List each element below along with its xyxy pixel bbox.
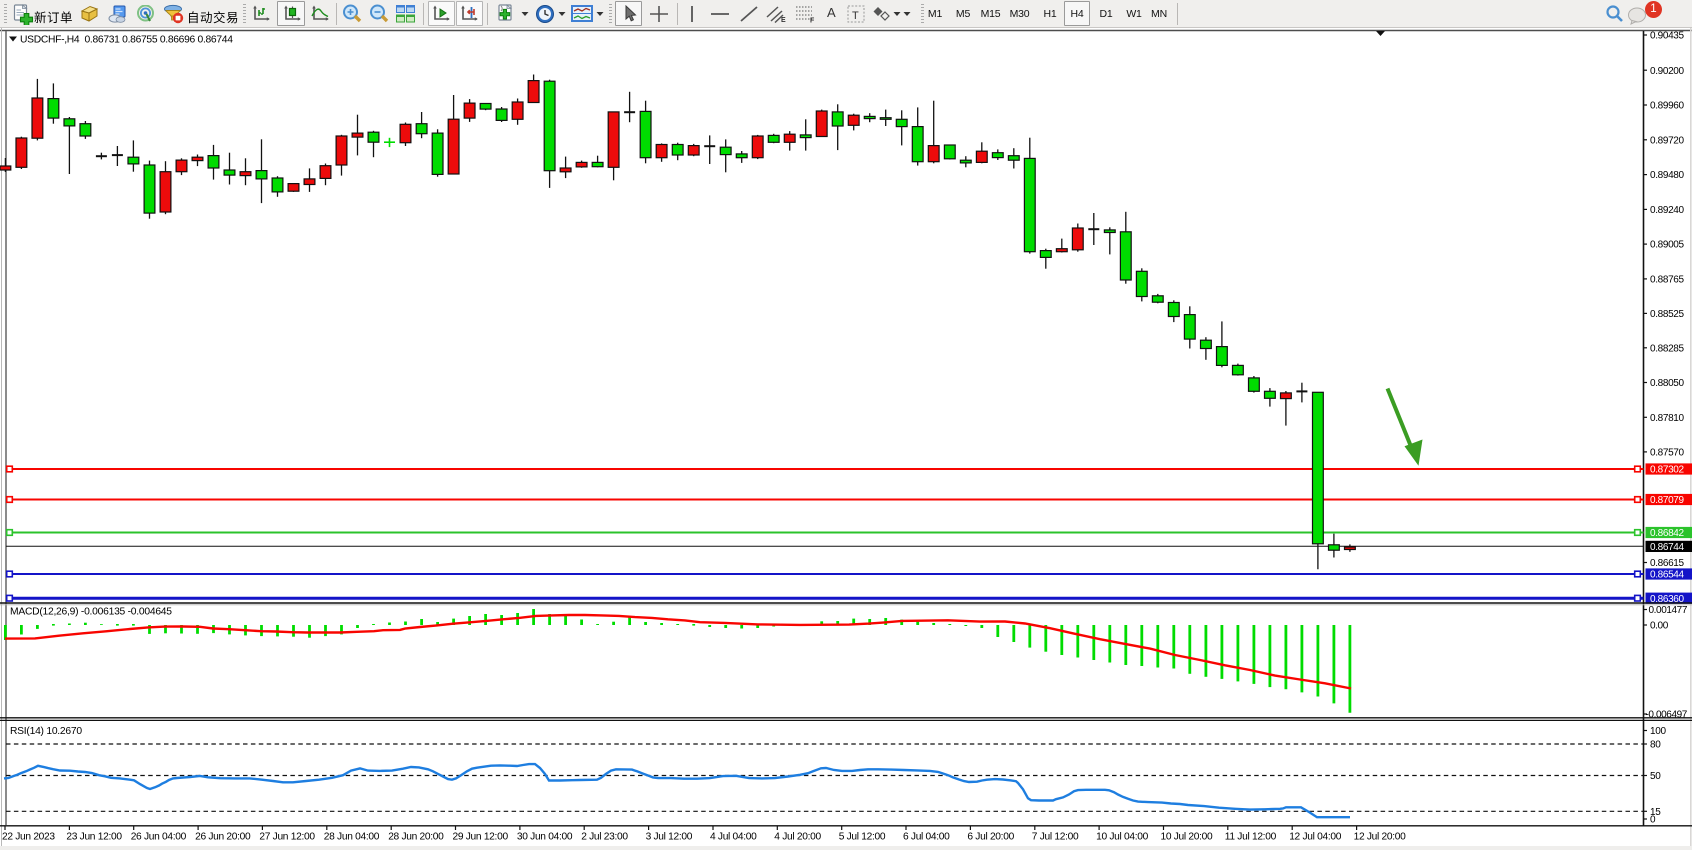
svg-text:0.88285: 0.88285 bbox=[1650, 343, 1684, 354]
svg-text:12 Jul 04:00: 12 Jul 04:00 bbox=[1289, 832, 1342, 843]
svg-text:0.86744: 0.86744 bbox=[1650, 542, 1684, 553]
svg-text:0.87079: 0.87079 bbox=[1650, 495, 1684, 506]
svg-text:2 Jul 23:00: 2 Jul 23:00 bbox=[581, 832, 628, 843]
svg-text:F: F bbox=[810, 18, 815, 24]
svg-text:28 Jun 04:00: 28 Jun 04:00 bbox=[324, 832, 380, 843]
svg-text:MACD(12,26,9) -0.006135 -0.004: MACD(12,26,9) -0.006135 -0.004645 bbox=[10, 607, 172, 618]
svg-text:0.89480: 0.89480 bbox=[1650, 170, 1684, 181]
svg-text:23 Jun 12:00: 23 Jun 12:00 bbox=[66, 832, 122, 843]
svg-text:5 Jul 12:00: 5 Jul 12:00 bbox=[839, 832, 886, 843]
svg-text:4 Jul 20:00: 4 Jul 20:00 bbox=[774, 832, 821, 843]
svg-text:0.86842: 0.86842 bbox=[1650, 528, 1684, 539]
svg-text:0.00: 0.00 bbox=[1650, 621, 1669, 632]
svg-text:0.86544: 0.86544 bbox=[1650, 570, 1684, 581]
svg-text:3 Jul 12:00: 3 Jul 12:00 bbox=[646, 832, 693, 843]
svg-text:100: 100 bbox=[1650, 726, 1667, 737]
svg-text:50: 50 bbox=[1650, 771, 1661, 782]
svg-text:6 Jul 04:00: 6 Jul 04:00 bbox=[903, 832, 950, 843]
svg-text:27 Jun 12:00: 27 Jun 12:00 bbox=[259, 832, 315, 843]
svg-text:0.87302: 0.87302 bbox=[1650, 465, 1684, 476]
svg-text:0.88525: 0.88525 bbox=[1650, 309, 1684, 320]
svg-text:0.86615: 0.86615 bbox=[1650, 558, 1684, 569]
svg-text:7 Jul 12:00: 7 Jul 12:00 bbox=[1032, 832, 1079, 843]
svg-text:0.87570: 0.87570 bbox=[1650, 448, 1684, 459]
svg-text:0.89005: 0.89005 bbox=[1650, 240, 1684, 251]
svg-text:29 Jun 12:00: 29 Jun 12:00 bbox=[453, 832, 509, 843]
svg-text:6 Jul 20:00: 6 Jul 20:00 bbox=[967, 832, 1014, 843]
svg-text:0.89240: 0.89240 bbox=[1650, 205, 1684, 216]
svg-text:10 Jul 04:00: 10 Jul 04:00 bbox=[1096, 832, 1149, 843]
svg-text:0.88050: 0.88050 bbox=[1650, 378, 1684, 389]
svg-text:12 Jul 20:00: 12 Jul 20:00 bbox=[1354, 832, 1407, 843]
svg-text:0.90200: 0.90200 bbox=[1650, 66, 1684, 77]
svg-text:0.001477: 0.001477 bbox=[1649, 605, 1688, 616]
svg-text:USDCHF-,H4 0.86731 0.86755 0.: USDCHF-,H4 0.86731 0.86755 0.86696 0.867… bbox=[20, 35, 233, 46]
svg-text:4 Jul 04:00: 4 Jul 04:00 bbox=[710, 832, 757, 843]
svg-text:26 Jun 04:00: 26 Jun 04:00 bbox=[131, 832, 187, 843]
svg-text:28 Jun 20:00: 28 Jun 20:00 bbox=[388, 832, 444, 843]
svg-text:0.88765: 0.88765 bbox=[1650, 275, 1684, 286]
svg-text:RSI(14) 10.2670: RSI(14) 10.2670 bbox=[10, 726, 82, 737]
svg-text:0.87810: 0.87810 bbox=[1650, 413, 1684, 424]
svg-text:80: 80 bbox=[1650, 740, 1661, 751]
svg-text:0.89720: 0.89720 bbox=[1650, 135, 1684, 146]
svg-text:22 Jun 2023: 22 Jun 2023 bbox=[2, 832, 55, 843]
svg-text:E: E bbox=[781, 17, 786, 23]
svg-text:T: T bbox=[852, 10, 859, 22]
svg-text:30 Jun 04:00: 30 Jun 04:00 bbox=[517, 832, 573, 843]
svg-text:0: 0 bbox=[1650, 815, 1656, 826]
svg-text:0.89960: 0.89960 bbox=[1650, 101, 1684, 112]
svg-text:0.90435: 0.90435 bbox=[1650, 31, 1684, 42]
svg-text:11 Jul 12:00: 11 Jul 12:00 bbox=[1225, 832, 1277, 843]
svg-text:26 Jun 20:00: 26 Jun 20:00 bbox=[195, 832, 251, 843]
svg-text:10 Jul 20:00: 10 Jul 20:00 bbox=[1161, 832, 1214, 843]
svg-text:-0.006497: -0.006497 bbox=[1646, 710, 1688, 721]
